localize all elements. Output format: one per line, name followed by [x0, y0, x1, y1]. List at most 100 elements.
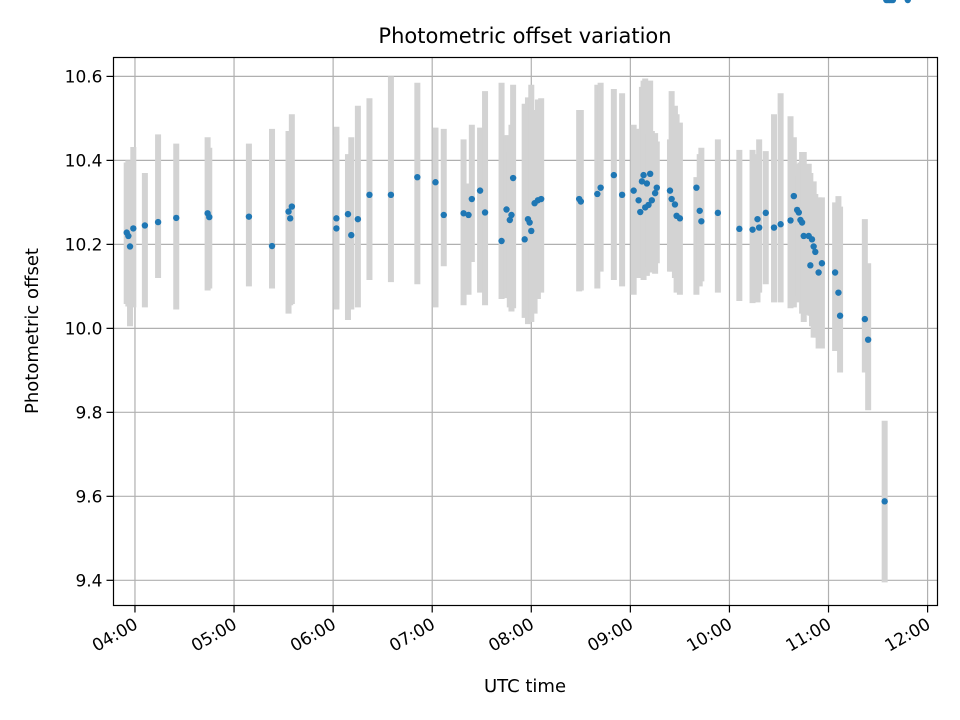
- data-point: [268, 242, 276, 250]
- data-point: [333, 225, 340, 232]
- y-tick-label: 9.8: [75, 403, 102, 423]
- data-point: [354, 215, 362, 223]
- data-point: [818, 260, 826, 267]
- data-point: [795, 209, 802, 216]
- data-point: [638, 178, 646, 185]
- data-point: [528, 227, 535, 235]
- data-point: [787, 217, 794, 224]
- data-point: [526, 219, 533, 226]
- y-tick-label: 10.0: [65, 319, 103, 339]
- data-point: [126, 243, 134, 250]
- chart-title: Photometric offset variation: [378, 24, 671, 48]
- data-point: [651, 189, 659, 197]
- data-point: [881, 498, 888, 505]
- data-point: [635, 197, 642, 204]
- data-point: [476, 187, 484, 194]
- data-point: [387, 191, 395, 199]
- data-point: [815, 269, 822, 276]
- data-point: [808, 236, 816, 243]
- data-point: [777, 221, 784, 228]
- data-point: [432, 179, 439, 186]
- data-point: [762, 209, 769, 217]
- data-point: [770, 224, 778, 231]
- data-point: [835, 289, 842, 296]
- y-axis-ticks: 9.4 9.6 9.8 10.0 10.2 10.4 10.6: [65, 67, 114, 591]
- data-point: [798, 219, 806, 226]
- data-point: [643, 180, 651, 187]
- data-point: [498, 237, 505, 245]
- data-point: [414, 173, 421, 181]
- data-point: [597, 184, 604, 191]
- data-point: [836, 312, 844, 319]
- data-point: [637, 208, 644, 216]
- data-point: [653, 184, 660, 191]
- data-point: [348, 231, 355, 239]
- data-point: [648, 197, 656, 204]
- data-point: [154, 218, 162, 226]
- data-point: [696, 207, 703, 214]
- data-point: [831, 269, 839, 276]
- data-point: [173, 214, 180, 222]
- data-point: [508, 211, 515, 219]
- data-point: [245, 213, 253, 220]
- data-points: [123, 0, 911, 505]
- data-point: [577, 198, 585, 205]
- data-point: [521, 236, 528, 243]
- y-tick-label: 9.6: [75, 487, 102, 507]
- data-point: [676, 215, 684, 222]
- data-point: [861, 315, 869, 323]
- data-point: [698, 218, 705, 225]
- data-point: [125, 232, 132, 240]
- data-point: [503, 206, 510, 213]
- data-point: [141, 222, 149, 229]
- data-point: [645, 201, 652, 209]
- y-tick-label: 10.4: [65, 151, 103, 171]
- data-point: [286, 215, 294, 222]
- data-point: [714, 209, 722, 217]
- data-point: [754, 215, 761, 223]
- data-point: [810, 243, 817, 250]
- data-point: [440, 211, 447, 219]
- data-point: [640, 171, 647, 179]
- data-point: [671, 201, 679, 208]
- data-point: [800, 232, 807, 240]
- data-point: [206, 213, 213, 221]
- data-point: [333, 215, 340, 222]
- data-point: [465, 211, 472, 219]
- data-point: [646, 170, 654, 178]
- data-point: [481, 209, 489, 216]
- plot-frame: [112, 56, 939, 607]
- data-point: [755, 224, 763, 231]
- data-point: [790, 192, 798, 200]
- data-point: [693, 184, 700, 191]
- data-point: [509, 174, 517, 182]
- data-point: [610, 171, 618, 179]
- data-point: [668, 195, 675, 203]
- data-point: [864, 336, 872, 343]
- data-point: [537, 195, 545, 203]
- data-point: [666, 187, 674, 194]
- y-tick-label: 10.2: [65, 235, 103, 255]
- data-point: [736, 225, 743, 233]
- data-point: [506, 216, 514, 224]
- data-point: [904, 0, 911, 4]
- data-point: [749, 226, 756, 233]
- y-axis-label: Photometric offset: [22, 248, 43, 414]
- data-point: [594, 190, 601, 198]
- y-tick-label: 9.4: [75, 571, 102, 591]
- data-point: [366, 191, 373, 199]
- data-point: [288, 203, 296, 210]
- data-point: [812, 248, 819, 256]
- data-point: [344, 210, 352, 218]
- data-point: [807, 262, 814, 269]
- x-axis-label: UTC time: [484, 676, 566, 697]
- y-tick-label: 10.6: [65, 67, 103, 87]
- data-point: [285, 208, 292, 215]
- data-point: [618, 191, 626, 199]
- data-point: [460, 210, 467, 217]
- data-point: [889, 0, 897, 4]
- data-point: [630, 187, 637, 194]
- data-point: [130, 225, 137, 232]
